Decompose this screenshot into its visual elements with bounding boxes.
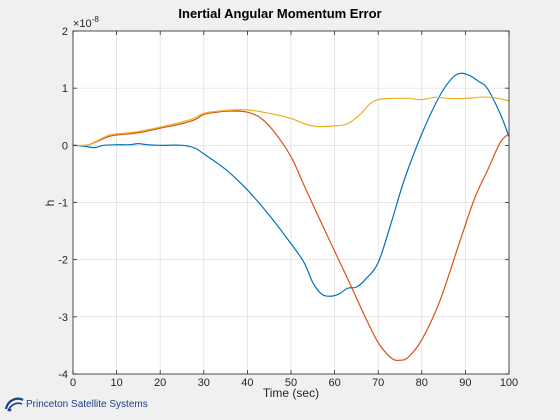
x-tick-label: 40: [241, 377, 253, 389]
x-axis-label: Time (sec): [263, 386, 319, 400]
footer: Princeton Satellite Systems: [4, 392, 148, 416]
x-tick-label: 10: [110, 377, 122, 389]
y-tick-label: -3: [58, 312, 68, 324]
x-tick-label: 0: [70, 377, 76, 389]
y-tick-labels: 2 1 0 -1 -2 -3 -4: [58, 26, 68, 381]
series-layer: [72, 72, 510, 362]
x-tick-label: 100: [500, 377, 518, 389]
y-tick-label: 2: [62, 26, 68, 38]
y-tick-label: -2: [58, 255, 68, 267]
x-tick-label: 90: [459, 377, 471, 389]
y-scale-factor-power: -8: [92, 15, 100, 24]
x-tick-label: 30: [198, 377, 210, 389]
y-tick-label: 1: [62, 83, 68, 95]
x-tick-labels: 0 10 20 30 40 50 60 70 80 90 100: [70, 377, 518, 389]
company-name: Princeton Satellite Systems: [26, 398, 148, 410]
y-scale-factor-base: ×10: [73, 18, 92, 30]
x-tick-label: 70: [372, 377, 384, 389]
series-line-1: [72, 72, 510, 297]
chart-title: Inertial Angular Momentum Error: [178, 6, 381, 21]
psslogo-icon: [4, 397, 24, 412]
y-tick-label: 0: [62, 140, 68, 152]
y-tick-label: -4: [58, 369, 68, 381]
x-tick-label: 80: [416, 377, 428, 389]
y-tick-label: -1: [58, 198, 68, 210]
series-line-3: [72, 96, 510, 147]
x-tick-label: 60: [328, 377, 340, 389]
tick-marks: [72, 30, 510, 375]
y-scale-factor: ×10-8: [73, 15, 99, 30]
series-line-2: [72, 110, 510, 362]
x-tick-label: 50: [285, 377, 297, 389]
y-axis-label: h: [43, 200, 57, 207]
x-tick-label: 20: [154, 377, 166, 389]
